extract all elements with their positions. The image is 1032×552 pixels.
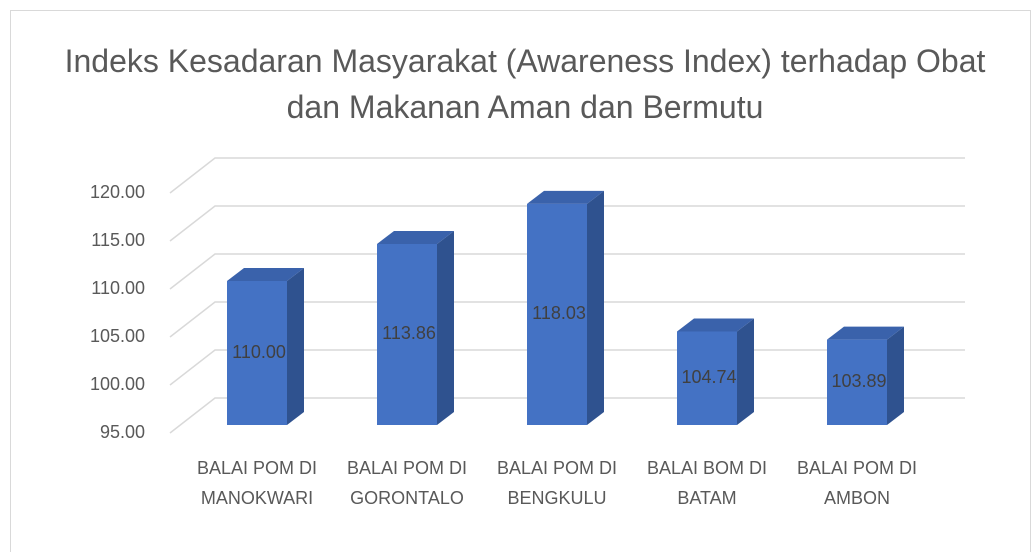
bar-top — [827, 326, 904, 340]
grid-line — [169, 253, 965, 290]
bar-front — [227, 281, 287, 425]
x-tick-label: BALAI BOM DI BATAM — [646, 458, 768, 508]
data-label: 104.74 — [681, 367, 736, 387]
x-tick-label: BALAI POM DI AMBON — [796, 458, 918, 508]
bar-front — [527, 203, 587, 425]
bar — [827, 326, 904, 425]
data-label: 118.03 — [532, 303, 586, 323]
grid-line — [169, 301, 965, 338]
bar-side — [437, 230, 454, 425]
grid-line — [169, 205, 965, 242]
grid-line — [169, 157, 965, 194]
x-tick-label: BALAI POM DI BENGKULU — [496, 458, 618, 508]
y-tick-label: 95.00 — [100, 422, 145, 442]
y-tick-label: 120.00 — [90, 182, 145, 202]
bar-side — [587, 190, 604, 425]
bar-top — [527, 190, 604, 204]
bar-side — [887, 326, 904, 425]
x-tick-label: BALAI POM DI MANOKWARI — [196, 458, 318, 508]
bar-front — [677, 331, 737, 425]
data-label: 110.00 — [232, 342, 286, 362]
y-tick-label: 100.00 — [90, 374, 145, 394]
bar-side — [287, 268, 304, 425]
bar-side — [737, 318, 754, 425]
x-tick-label: BALAI POM DI GORONTALO — [346, 458, 468, 508]
bar-top — [677, 318, 754, 332]
bar — [527, 190, 604, 425]
data-label: 103.89 — [831, 371, 886, 391]
bar — [677, 318, 754, 425]
y-tick-label: 105.00 — [90, 326, 145, 346]
bar-front — [827, 339, 887, 425]
data-label: 113.86 — [382, 323, 436, 343]
bar-top — [377, 230, 454, 244]
chart-title: Indeks Kesadaran Masyarakat (Awareness I… — [64, 43, 986, 125]
bar-top — [227, 268, 304, 281]
bar — [377, 230, 454, 425]
y-tick-label: 110.00 — [91, 278, 145, 298]
bar-front — [377, 243, 437, 425]
y-tick-label: 115.00 — [91, 230, 145, 250]
bar — [227, 268, 304, 425]
